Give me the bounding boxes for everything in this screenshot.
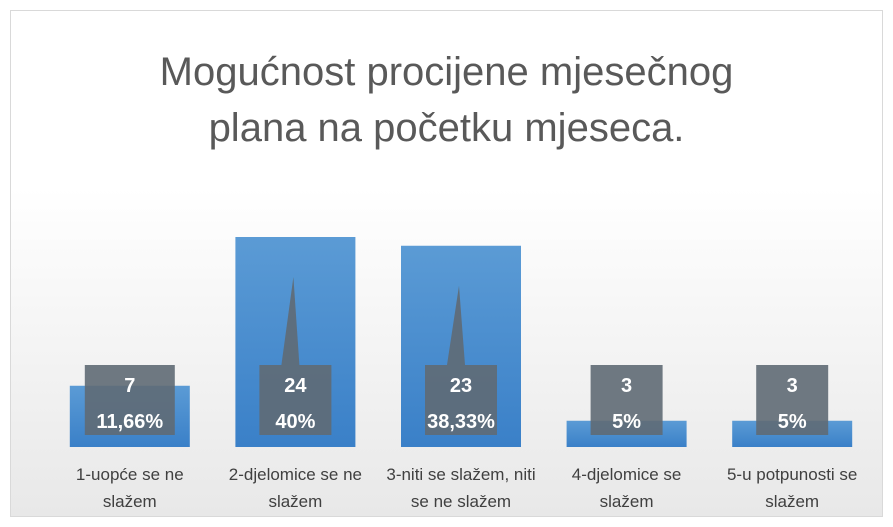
- data-label: 7: [124, 375, 135, 397]
- percent-label: 5%: [778, 411, 807, 433]
- x-tick-label: 2-djelomice se ne slažem: [228, 465, 363, 511]
- percent-label: 11,66%: [96, 411, 163, 433]
- x-tick-label: 4-djelomice se slažem: [571, 465, 682, 511]
- x-tick-label: 1-uopće se ne slažem: [75, 465, 184, 511]
- data-label-box: [756, 365, 829, 435]
- data-label: 3: [621, 375, 632, 397]
- data-label: 3: [787, 375, 798, 397]
- data-label-box: [84, 365, 175, 435]
- percent-label: 5%: [612, 411, 641, 433]
- label-callout: [281, 277, 300, 365]
- data-label: 24: [284, 375, 307, 397]
- label-callout: [447, 285, 465, 365]
- data-label-box: [590, 365, 663, 435]
- chart-title: Mogućnost procijene mjesečnog plana na p…: [159, 50, 734, 150]
- data-label-box: [259, 365, 332, 435]
- data-label: 23: [450, 375, 472, 397]
- percent-label: 40%: [275, 411, 315, 433]
- data-label-box: [425, 365, 497, 435]
- x-tick-label: 3-niti se slažem, niti se ne slažem: [386, 465, 536, 511]
- x-tick-label: 5-u potpunosti se slažem: [726, 465, 858, 511]
- percent-label: 38,33%: [427, 411, 495, 433]
